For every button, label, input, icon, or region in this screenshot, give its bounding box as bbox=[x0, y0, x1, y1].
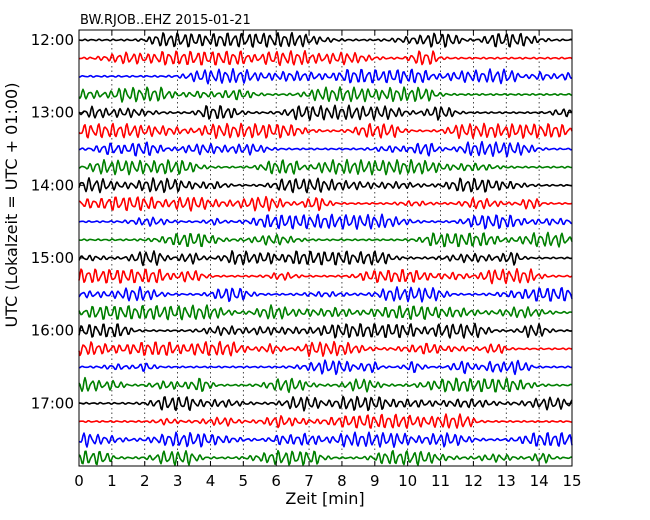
seismic-trace bbox=[78, 195, 573, 212]
seismic-trace bbox=[78, 250, 573, 267]
x-tick-label: 12 bbox=[464, 472, 483, 490]
x-tick-label: 10 bbox=[398, 472, 417, 490]
y-tick-label: 12:00 bbox=[31, 31, 74, 49]
seismic-trace bbox=[78, 177, 573, 194]
y-tick-label: 14:00 bbox=[31, 176, 74, 194]
y-tick-label: 16:00 bbox=[31, 322, 74, 340]
x-tick-label: 14 bbox=[530, 472, 549, 490]
y-tick-label: 17:00 bbox=[31, 394, 74, 412]
x-tick-label: 3 bbox=[173, 472, 183, 490]
seismic-trace bbox=[78, 267, 573, 285]
seismic-trace bbox=[78, 122, 573, 140]
y-tick-label: 15:00 bbox=[31, 249, 74, 267]
seismic-trace bbox=[78, 158, 573, 176]
chart-title: BW.RJOB..EHZ 2015-01-21 bbox=[80, 13, 251, 28]
seismic-traces bbox=[78, 31, 573, 467]
seismic-trace bbox=[78, 304, 573, 321]
x-tick-label: 11 bbox=[431, 472, 450, 490]
seismic-trace bbox=[78, 359, 573, 376]
grid-lines bbox=[111, 30, 540, 466]
seismic-trace bbox=[78, 340, 573, 358]
y-axis-label: UTC (Lokalzeit = UTC + 01:00) bbox=[2, 83, 21, 328]
seismic-trace bbox=[78, 68, 573, 85]
x-tick-label: 9 bbox=[370, 472, 380, 490]
seismic-trace bbox=[78, 376, 573, 394]
x-tick-label: 5 bbox=[239, 472, 249, 490]
seismic-trace bbox=[78, 413, 573, 429]
x-tick-label: 15 bbox=[562, 472, 581, 490]
x-tick-label: 13 bbox=[497, 472, 516, 490]
x-tick-label: 8 bbox=[337, 472, 347, 490]
seismic-trace bbox=[78, 213, 573, 230]
x-tick-label: 1 bbox=[107, 472, 117, 490]
seismic-trace bbox=[78, 431, 573, 448]
y-tick-labels: 12:00 13:00 14:00 15:00 16:00 17:00 bbox=[31, 31, 74, 412]
x-tick-label: 0 bbox=[74, 472, 84, 490]
seismic-trace bbox=[78, 231, 573, 248]
seismic-trace bbox=[78, 104, 573, 121]
x-tick-label: 6 bbox=[271, 472, 281, 490]
x-tick-label: 2 bbox=[140, 472, 150, 490]
y-tick-label: 13:00 bbox=[31, 104, 74, 122]
x-axis-label: Zeit [min] bbox=[285, 489, 364, 508]
seismic-trace bbox=[78, 286, 573, 303]
seismic-trace bbox=[78, 140, 573, 158]
seismic-trace bbox=[79, 49, 573, 67]
plot-frame bbox=[78, 29, 573, 467]
seismic-trace bbox=[78, 322, 573, 339]
axis-ticks bbox=[78, 30, 573, 466]
seismic-trace bbox=[78, 449, 573, 467]
seismic-trace bbox=[78, 395, 573, 412]
seismic-trace bbox=[78, 86, 573, 103]
x-tick-labels: 0 1 2 3 4 5 6 7 8 9 10 11 12 13 14 15 bbox=[74, 472, 581, 490]
x-tick-label: 4 bbox=[206, 472, 216, 490]
x-tick-label: 7 bbox=[304, 472, 314, 490]
seismic-trace bbox=[78, 31, 573, 48]
